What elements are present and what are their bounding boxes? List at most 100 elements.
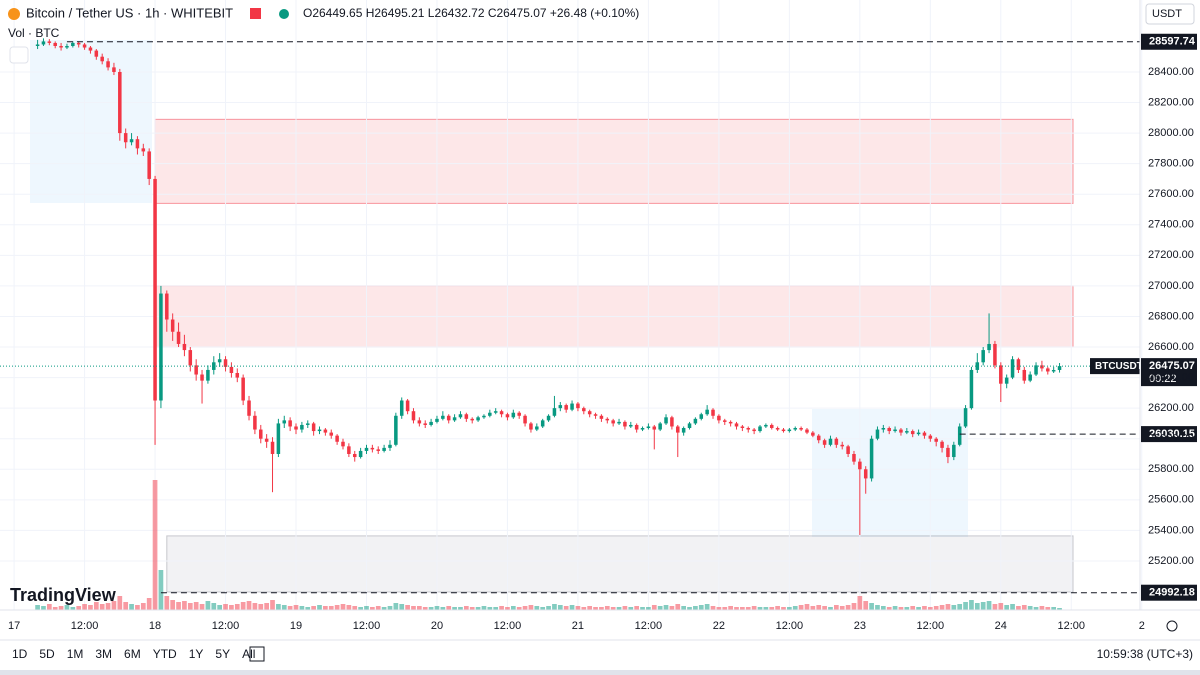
candle-body (394, 415, 398, 445)
volume-bar (205, 601, 211, 610)
range-button[interactable]: 1Y (189, 647, 204, 661)
status-dot (279, 9, 289, 19)
candle-body (922, 432, 927, 436)
range-button[interactable]: 5D (39, 647, 55, 661)
bottom-bar (0, 670, 1200, 675)
candle-body (640, 428, 645, 430)
candle-body (441, 415, 445, 419)
candle-body (611, 420, 615, 424)
level-label: 28597.74 (1149, 36, 1196, 48)
candle-body (71, 42, 75, 46)
symbol-label-box (1090, 358, 1140, 375)
volume-bar (158, 570, 164, 610)
volume-bar (434, 606, 440, 610)
y-tick-label: 27800.00 (1148, 158, 1194, 170)
zone (166, 535, 1074, 593)
candle-body (118, 71, 122, 134)
volume-bar (469, 607, 475, 610)
range-button[interactable]: 1M (67, 647, 84, 661)
volume-bar (41, 606, 46, 610)
level-label: 24992.18 (1149, 587, 1195, 599)
collapse-button[interactable] (9, 46, 29, 64)
candle-body (687, 423, 692, 429)
range-button[interactable]: 1D (12, 647, 28, 661)
volume-bar (52, 607, 58, 610)
range-button[interactable]: 3M (95, 647, 112, 661)
volume-bar (927, 607, 933, 610)
x-tick-label: 12:00 (71, 620, 99, 632)
candle-body (259, 429, 263, 439)
candle-body (564, 405, 568, 410)
candle-body (53, 42, 57, 46)
volume-bar (463, 606, 469, 610)
range-button[interactable]: 6M (124, 647, 141, 661)
volume-bar (657, 606, 663, 610)
volume-bar (751, 606, 757, 610)
candle-body (411, 411, 416, 421)
volume-bar (722, 607, 728, 610)
date-range-icon[interactable] (249, 646, 265, 662)
candle-body (811, 432, 815, 436)
range-button[interactable]: All (242, 647, 255, 661)
volume-bar (223, 604, 228, 610)
candle-body (41, 41, 46, 45)
level-label-box (1141, 33, 1197, 50)
candle-body (523, 415, 527, 424)
flag-icon[interactable] (250, 8, 261, 19)
candle-body (88, 47, 93, 51)
volume-legend: Vol · BTC (8, 26, 60, 40)
x-tick-label: 12:00 (635, 620, 663, 632)
candle-body (793, 428, 798, 430)
settings-icon[interactable] (1166, 620, 1178, 632)
price-label: 26475.07 (1149, 360, 1195, 372)
volume-bar (569, 605, 575, 610)
volume-bar (64, 605, 70, 610)
candle-body (652, 426, 657, 430)
x-tick-label: 12:00 (917, 620, 945, 632)
volume-bar (381, 607, 387, 610)
volume-bar (323, 606, 328, 610)
volume-bar (117, 596, 123, 610)
y-tick-label: 25600.00 (1148, 494, 1194, 506)
volume-bar (358, 607, 363, 610)
candle-body (910, 431, 915, 435)
volume-bar (834, 605, 839, 610)
candle-body (323, 429, 328, 433)
candle-body (952, 444, 956, 458)
candle-body (993, 343, 997, 366)
candle-body (969, 369, 974, 409)
candle-body (94, 50, 99, 57)
y-tick-label: 28200.00 (1148, 96, 1194, 108)
volume-bar (616, 607, 622, 610)
currency-button[interactable] (1145, 3, 1195, 25)
volume-bar (698, 605, 704, 610)
volume-bar (781, 607, 786, 610)
candle-body (617, 421, 621, 424)
candle-body (76, 42, 81, 45)
candle-body (129, 139, 134, 143)
volume-bar (440, 607, 446, 610)
candle-body (928, 435, 933, 439)
volume-bar (716, 607, 722, 610)
range-button[interactable]: 5Y (215, 647, 230, 661)
volume-bar (869, 603, 874, 610)
candle-body (676, 426, 680, 433)
candle-body (223, 359, 228, 367)
volume-bar (898, 607, 904, 610)
candle-body (746, 428, 751, 430)
candle-body (570, 403, 574, 410)
volume-bar (880, 606, 886, 610)
candle-body (100, 56, 104, 62)
volume-bar (252, 603, 258, 610)
y-tick-label: 27600.00 (1148, 188, 1194, 200)
volume-bar (176, 602, 181, 610)
volume-bar (775, 606, 780, 610)
volume-bar (816, 605, 822, 610)
candle-body (899, 429, 903, 433)
candle-body (728, 421, 733, 424)
range-button[interactable]: YTD (153, 647, 177, 661)
price-label-box (1141, 358, 1197, 387)
candle-body (722, 420, 727, 422)
volume-bar (646, 607, 651, 610)
